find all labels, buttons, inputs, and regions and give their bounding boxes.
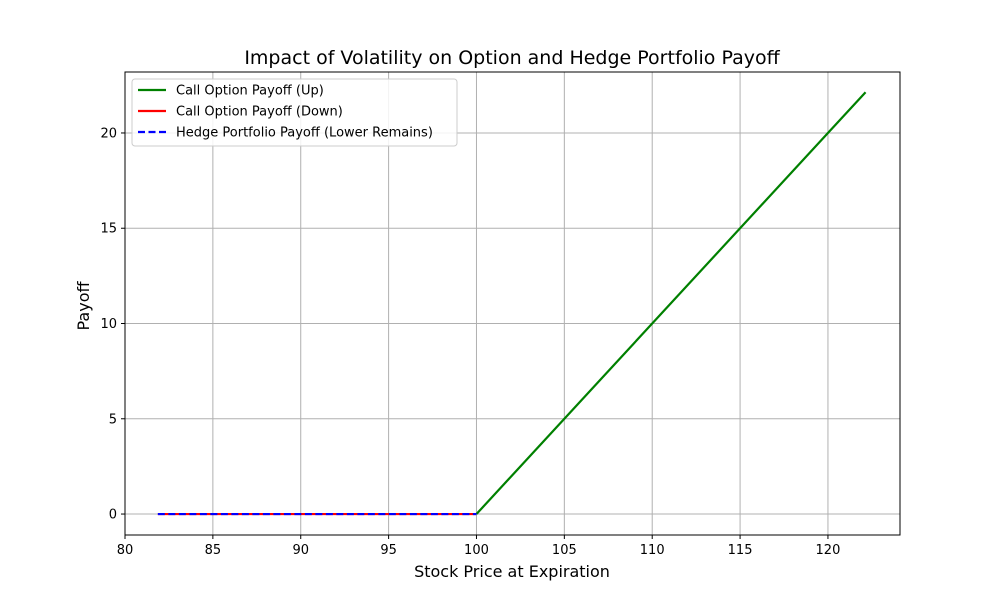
x-tick-label: 105 <box>552 543 577 558</box>
y-axis-label: Payoff <box>74 281 93 331</box>
legend-label: Call Option Payoff (Up) <box>176 84 324 99</box>
x-tick-label: 80 <box>117 543 134 558</box>
y-tick-label: 20 <box>100 126 117 141</box>
y-tick-label: 10 <box>100 317 117 332</box>
y-tick-label: 5 <box>109 412 117 427</box>
series-lines <box>157 91 867 516</box>
legend-box <box>131 78 458 147</box>
y-tick-label: 0 <box>109 508 117 523</box>
x-tick-label: 85 <box>205 543 222 558</box>
x-tick-label: 100 <box>464 543 489 558</box>
plot-frame <box>124 71 901 536</box>
legend-label: Call Option Payoff (Down) <box>176 105 343 120</box>
grid <box>124 72 900 535</box>
x-tick-label: 115 <box>728 543 753 558</box>
chart-title: Impact of Volatility on Option and Hedge… <box>244 47 780 69</box>
y-tick-label: 15 <box>100 222 117 237</box>
x-tick-label: 90 <box>292 543 309 558</box>
x-tick-label: 110 <box>640 543 665 558</box>
x-axis-label: Stock Price at Expiration <box>414 562 610 581</box>
series-line-1 <box>475 91 867 515</box>
legend: Call Option Payoff (Up) Call Option Payof… <box>131 78 458 147</box>
legend-label: Hedge Portfolio Payoff (Lower Remains) <box>176 126 433 141</box>
x-tick-label: 95 <box>380 543 397 558</box>
x-tick-label: 120 <box>816 543 841 558</box>
axis-ticks: 80 85 90 95 100 105 110 115 120 0 5 10 15 20 <box>100 126 840 558</box>
